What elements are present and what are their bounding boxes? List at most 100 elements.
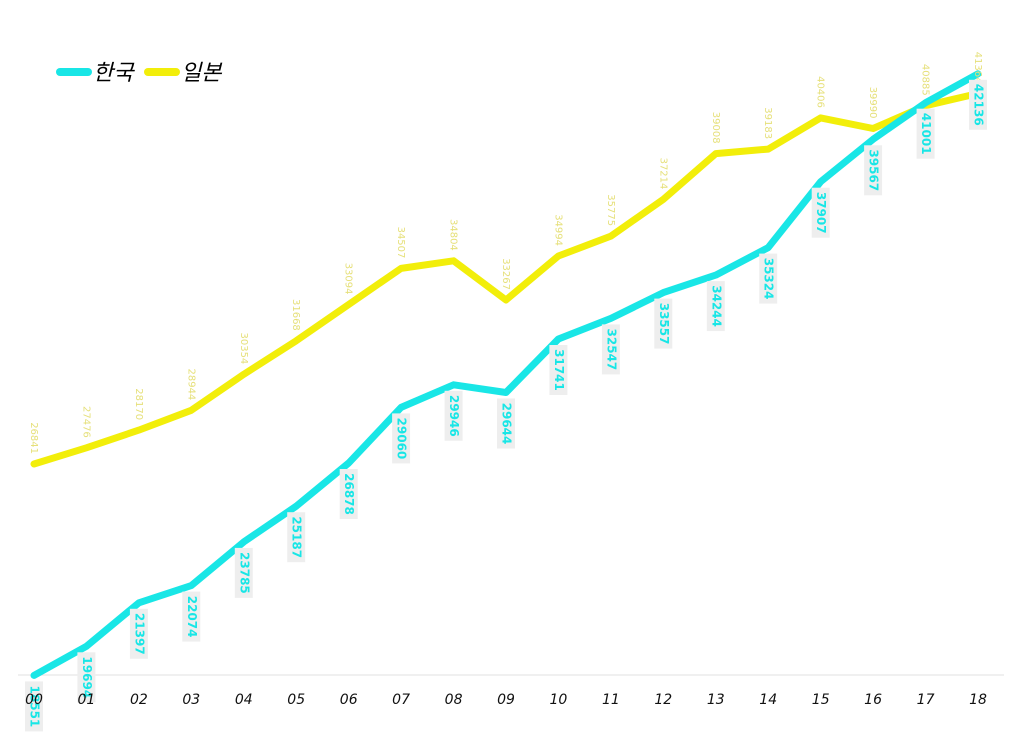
series-line-0 [30, 70, 982, 679]
data-label-kr-text: 32547 [604, 329, 618, 371]
data-label-kr-text: 29946 [447, 395, 461, 437]
data-label-jp-11: 35775 [605, 194, 616, 226]
data-label-kr-12: 33557 [654, 298, 673, 349]
data-label-jp-text: 26841 [28, 422, 39, 454]
data-label-kr-text: 25187 [290, 516, 304, 558]
x-tick-label: 13 [707, 692, 725, 708]
data-label-kr-03: 22074 [182, 591, 201, 642]
data-label-kr-box [811, 187, 830, 238]
x-tick-label: 00 [25, 692, 43, 708]
x-tick-label: 10 [549, 692, 567, 708]
data-label-jp-07: 34507 [395, 227, 406, 259]
data-label-kr-box [287, 512, 306, 563]
data-label-kr-box [969, 79, 987, 130]
data-label-jp-18: 41364 [972, 52, 983, 84]
data-label-kr-text: 37907 [814, 192, 828, 234]
series-line-1 [30, 90, 982, 468]
data-label-kr-text: 35324 [762, 258, 776, 300]
data-label-kr-box [864, 145, 883, 196]
data-label-kr-17: 41001 [916, 108, 935, 159]
data-label-jp-text: 27476 [80, 406, 91, 438]
data-label-kr-text: 18551 [28, 686, 42, 728]
data-label-jp-13: 39008 [710, 112, 721, 144]
data-label-kr-box [392, 413, 411, 464]
data-label-jp-02: 28170 [133, 388, 144, 420]
data-label-kr-text: 39567 [867, 149, 881, 191]
data-label-jp-text: 33094 [343, 263, 354, 295]
data-label-jp-10: 34994 [552, 214, 563, 246]
data-label-kr-01: 19694 [77, 652, 96, 703]
data-label-kr-15: 37907 [811, 187, 830, 238]
data-label-kr-text: 31741 [552, 349, 566, 391]
data-label-jp-text: 31668 [290, 299, 301, 331]
data-label-jp-text: 33267 [500, 258, 511, 290]
data-label-jp-text: 34507 [395, 227, 406, 259]
data-label-kr-13: 34244 [706, 281, 725, 332]
data-label-jp-16: 39990 [867, 87, 878, 119]
data-label-jp-04: 30354 [238, 332, 249, 364]
data-label-kr-05: 25187 [287, 512, 306, 563]
x-tick-label: 07 [392, 692, 410, 708]
data-label-kr-06: 26878 [339, 469, 358, 519]
data-label-kr-text: 41001 [919, 113, 933, 155]
data-label-jp-text: 39008 [710, 112, 721, 144]
data-label-jp-12: 37214 [657, 158, 668, 190]
legend: 한국 일본 [56, 61, 223, 86]
x-tick-label: 12 [654, 692, 672, 708]
x-tick-label: 06 [340, 692, 358, 708]
legend-label-1: 일본 [181, 61, 223, 86]
data-label-jp-text: 39183 [762, 107, 773, 139]
data-label-jp-text: 28944 [185, 368, 196, 400]
data-label-jp-06: 33094 [343, 263, 354, 295]
data-label-kr-14: 35324 [759, 253, 778, 304]
data-label-kr-box [444, 390, 463, 441]
data-label-kr-18: 42136 [969, 79, 987, 130]
data-label-kr-box [654, 298, 673, 349]
data-label-kr-box [549, 345, 568, 395]
x-tick-label: 04 [235, 692, 253, 708]
x-tick-label: 08 [445, 692, 463, 708]
data-label-jp-text: 34994 [552, 214, 563, 246]
data-label-jp-00: 26841 [28, 422, 39, 454]
data-label-jp-03: 28944 [185, 368, 196, 400]
data-label-kr-07: 29060 [392, 413, 411, 464]
x-tick-label: 17 [917, 692, 935, 708]
x-tick-label: 09 [497, 692, 515, 708]
data-label-jp-text: 40406 [815, 76, 826, 108]
data-label-kr-text: 33557 [657, 303, 671, 345]
data-label-kr-box [25, 681, 43, 732]
data-label-jp-text: 30354 [238, 332, 249, 364]
data-label-kr-text: 21397 [132, 613, 146, 655]
data-label-jp-05: 31668 [290, 299, 301, 331]
data-label-jp-01: 27476 [80, 406, 91, 438]
data-label-kr-box [129, 608, 148, 659]
data-label-kr-00: 18551 [25, 681, 43, 732]
data-label-kr-box [234, 547, 253, 598]
data-label-kr-16: 39567 [864, 145, 883, 196]
x-tick-label: 01 [77, 692, 95, 708]
legend-label-0: 한국 [93, 61, 135, 86]
data-labels: 26841 27476 28170 28944 30354 31668 33094 34507… [25, 52, 987, 732]
data-label-jp-text: 39990 [867, 87, 878, 119]
data-label-jp-text: 35775 [605, 194, 616, 226]
data-label-kr-text: 19694 [80, 656, 94, 698]
data-label-kr-10: 31741 [549, 345, 568, 395]
data-label-kr-09: 29644 [497, 398, 515, 449]
data-label-kr-text: 23785 [237, 552, 251, 594]
data-label-kr-text: 42136 [972, 84, 986, 126]
data-label-kr-text: 22074 [185, 596, 199, 638]
data-label-kr-box [759, 253, 778, 304]
data-label-jp-14: 39183 [762, 107, 773, 139]
x-tick-label: 05 [287, 692, 305, 708]
data-label-kr-box [601, 324, 620, 375]
x-tick-label: 18 [969, 692, 987, 708]
data-label-jp-text: 41364 [972, 52, 983, 84]
series-lines [30, 70, 982, 679]
data-label-kr-text: 26878 [342, 473, 356, 515]
data-label-jp-15: 40406 [815, 76, 826, 108]
data-label-kr-02: 21397 [129, 608, 148, 659]
data-label-kr-text: 34244 [709, 285, 723, 327]
data-label-jp-09: 33267 [500, 258, 511, 290]
